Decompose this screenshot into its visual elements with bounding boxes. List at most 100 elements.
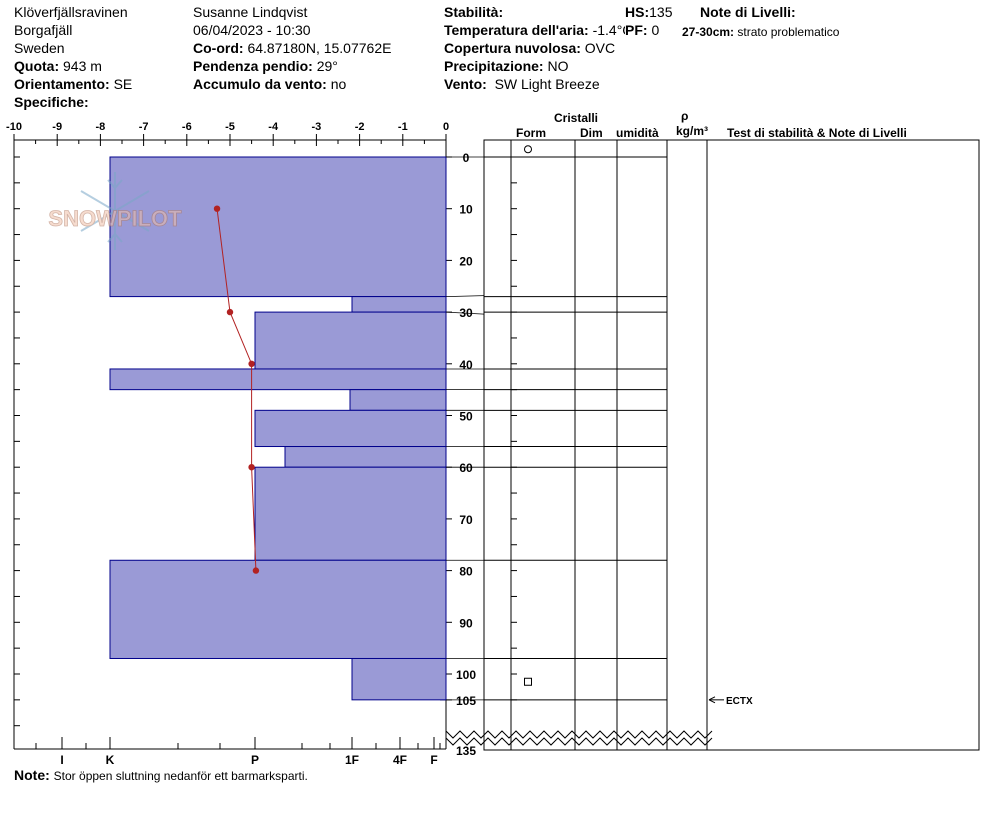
moisture-header: umidità (616, 126, 659, 140)
temp-tick-label: -1 (398, 121, 408, 133)
depth-tick-label: 10 (459, 203, 473, 217)
depth-tick-label: 40 (459, 358, 473, 372)
depth-tick-label: 60 (459, 461, 473, 475)
temperature-profile (213, 205, 260, 574)
precip-value: NO (547, 58, 569, 74)
specifics-label: Specifiche: (14, 94, 89, 110)
tests-header: Test di stabilità & Note di Livelli (727, 126, 907, 140)
slope-value: 29° (316, 58, 338, 74)
test-result-label: ECTX (726, 696, 753, 707)
slope-label: Pendenza pendio: (193, 58, 313, 74)
temp-tick-label: -3 (312, 121, 322, 133)
slope-row: Pendenza pendio: 29° (193, 58, 338, 74)
precip-row: Precipitazione: NO (444, 58, 568, 74)
hardness-tick-label: I (60, 753, 63, 767)
hardness-bar (254, 311, 447, 370)
hardness-tick-label: 4F (393, 753, 407, 767)
logo-text: SNOWPILOT (48, 206, 182, 231)
wind-loading-row: Accumulo da vento: no (193, 76, 346, 92)
layer-table-frame (483, 139, 980, 751)
elevation-value: 943 m (63, 58, 102, 74)
temp-tick-label: -2 (355, 121, 365, 133)
hardness-bar (351, 296, 447, 313)
hardness-bar (284, 446, 447, 468)
hardness-tick-label: F (430, 753, 437, 767)
layer-note-depth: 27-30cm: (682, 25, 735, 39)
layer-note-text: strato problematico (737, 25, 840, 39)
temperature-point (226, 308, 234, 316)
depth-break-label: 135 (456, 744, 476, 758)
observer-name: Susanne Lindqvist (193, 4, 308, 20)
aspect-value: SE (113, 76, 133, 92)
temp-tick-label: -4 (268, 121, 279, 133)
depth-tick-label: 90 (459, 616, 473, 630)
crystals-header: Cristalli (554, 111, 599, 125)
aspect-row: Orientamento: SE (14, 76, 132, 92)
hardness-bar (254, 409, 447, 448)
observation-datetime: 06/04/2023 - 10:30 (193, 22, 311, 38)
rho-header: ρ (681, 109, 689, 123)
depth-tick-label: 0 (463, 151, 470, 165)
country-name: Sweden (14, 40, 65, 56)
temp-tick-label: 0 (443, 121, 449, 133)
depth-tick-label: 80 (459, 565, 473, 579)
location-name: Klöverfjällsravinen (14, 4, 128, 20)
hardness-bar (109, 368, 447, 391)
hs-value: 135 (649, 4, 673, 20)
hardness-tick-label: P (251, 753, 259, 767)
coord-value: 64.87180N, 15.07762E (247, 40, 392, 56)
temperature-point (248, 464, 255, 471)
layer-table: ECTX (445, 139, 980, 751)
temperature-point (252, 567, 260, 574)
hardness-tick-label: K (106, 753, 115, 767)
air-temp-value: -1.4°C (592, 22, 633, 38)
note-text: Stor öppen sluttning nedanför ett barmar… (53, 769, 308, 783)
temp-tick-label: -10 (6, 121, 22, 133)
cloud-value: OVC (584, 40, 616, 56)
region-name: Borgafjäll (14, 22, 73, 38)
pf-row: PF: 0 (625, 22, 660, 38)
hardness-bar (254, 466, 447, 561)
wind-loading-label: Accumulo da vento: (193, 76, 327, 92)
hardness-tick-label: 1F (345, 753, 359, 767)
note-label: Note: (14, 767, 50, 783)
wind-row: Vento: SW Light Breeze (444, 76, 600, 92)
temp-tick-label: -7 (139, 121, 149, 133)
cloud-label: Copertura nuvolosa: (444, 40, 581, 56)
depth-connector (445, 295, 485, 297)
snowpilot-logo: SNOWPILOT (48, 172, 183, 250)
temperature-point (248, 360, 255, 367)
temp-tick-label: -6 (182, 121, 192, 133)
depth-tick-label: 70 (459, 513, 473, 527)
pf-label: PF: (625, 22, 648, 38)
temp-tick-label: -9 (52, 121, 62, 133)
air-temp-row: Temperatura dell'aria: -1.4°C (444, 22, 632, 38)
form-header: Form (516, 126, 546, 140)
cloud-row: Copertura nuvolosa: OVC (444, 40, 615, 56)
temp-tick-label: -5 (225, 121, 235, 133)
air-temp-label: Temperatura dell'aria: (444, 22, 589, 38)
elevation-row: Quota: 943 m (14, 58, 102, 74)
grain-square-icon (524, 677, 532, 686)
density-unit-header: kg/m³ (676, 124, 709, 138)
depth-connector (445, 311, 485, 315)
precip-label: Precipitazione: (444, 58, 544, 74)
hardness-bar (109, 559, 447, 659)
snowflake-icon (80, 172, 150, 250)
depth-tick-label: 20 (459, 254, 473, 268)
hs-row: HS:135 (625, 4, 672, 20)
note-row: Note: Stor öppen sluttning nedanför ett … (14, 767, 308, 784)
coord-row: Co-ord: 64.87180N, 15.07762E (193, 40, 391, 56)
layer-note: 27-30cm: strato problematico (682, 24, 839, 40)
temp-tick-label: -8 (96, 121, 106, 133)
temperature-point (213, 205, 221, 212)
grain-round-icon (524, 145, 532, 154)
hardness-bar (351, 657, 447, 701)
wind-label: Vento: (444, 76, 487, 92)
arrow-left-icon (708, 696, 716, 704)
hardness-bar (109, 156, 447, 298)
stability-label: Stabilità: (444, 4, 504, 20)
aspect-label: Orientamento: (14, 76, 110, 92)
depth-break-zigzag (445, 737, 713, 746)
